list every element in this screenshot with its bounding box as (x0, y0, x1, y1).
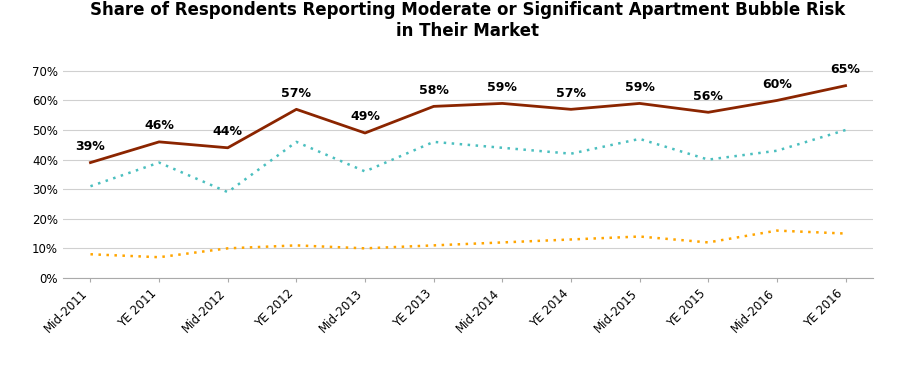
Text: 57%: 57% (282, 86, 311, 100)
Title: Share of Respondents Reporting Moderate or Significant Apartment Bubble Risk
in : Share of Respondents Reporting Moderate … (90, 2, 846, 40)
Text: 59%: 59% (625, 81, 654, 94)
Text: 39%: 39% (76, 140, 105, 153)
Text: 65%: 65% (831, 63, 860, 76)
Text: 59%: 59% (488, 81, 517, 94)
Text: 44%: 44% (212, 125, 243, 138)
Text: 49%: 49% (350, 110, 380, 123)
Text: 60%: 60% (762, 78, 792, 91)
Text: 58%: 58% (418, 84, 448, 96)
Text: 57%: 57% (556, 86, 586, 100)
Text: 46%: 46% (144, 119, 174, 132)
Text: 56%: 56% (693, 90, 724, 103)
